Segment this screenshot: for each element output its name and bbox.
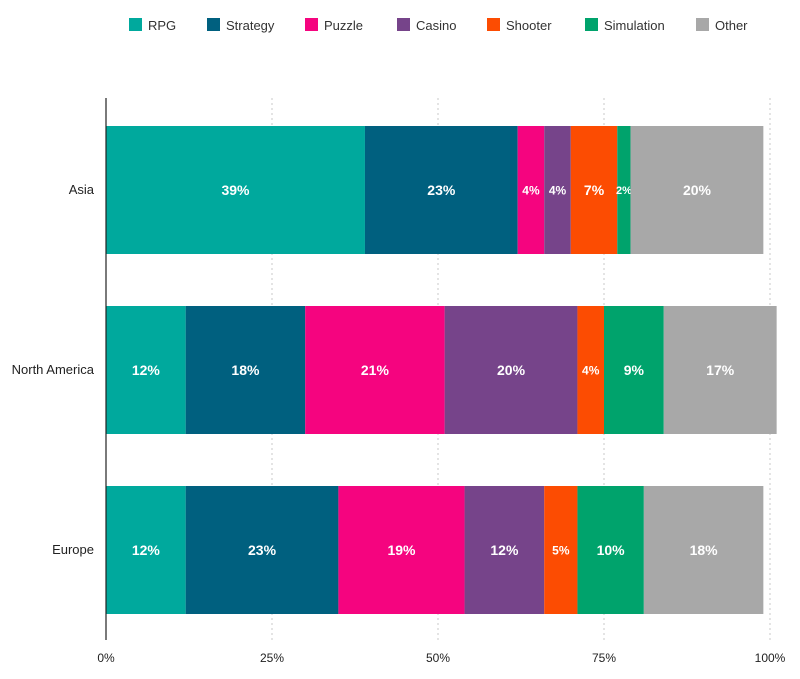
axes: 0% 25% 50% 75% 100% Asia North America Europe (12, 98, 786, 665)
x-tick-label: 50% (426, 651, 450, 665)
legend-label: Other (715, 18, 748, 33)
bar-segment-rpg (106, 486, 186, 614)
legend-swatch (585, 18, 598, 31)
bar-value-label: 21% (361, 362, 390, 378)
bar-segment-puzzle (517, 126, 545, 254)
bar-segment-rpg (106, 126, 365, 254)
bar-value-label: 7% (584, 182, 605, 198)
bar-value-label: 12% (132, 362, 161, 378)
legend-label: Simulation (604, 18, 665, 33)
bars: 39% 23% 4% 4% 7% 2% 20% 12% 18% 21% 20% 4% 9% 17% 12% 2… (106, 126, 777, 614)
bar-value-label: 2% (616, 185, 632, 197)
bar-value-label: 4% (549, 183, 567, 197)
bar-segment-shooter (570, 126, 618, 254)
bar-segment-casino (464, 486, 545, 614)
bar-value-label: 20% (683, 182, 712, 198)
bar-segment-simulation (604, 306, 664, 434)
bar-segment-simulation (617, 126, 631, 254)
legend-swatch (129, 18, 142, 31)
legend-item-strategy: Strategy (207, 18, 275, 33)
bar-segment-other (630, 126, 764, 254)
legend-item-other: Other (696, 18, 748, 33)
bar-row-europe: 12% 23% 19% 12% 5% 10% 18% (106, 486, 764, 614)
category-label: North America (12, 362, 95, 377)
legend-swatch (487, 18, 500, 31)
bar-value-label: 23% (248, 542, 277, 558)
legend-item-simulation: Simulation (585, 18, 665, 33)
bar-segment-shooter (577, 306, 604, 434)
bar-segment-other (663, 306, 777, 434)
bar-value-label: 9% (624, 362, 645, 378)
legend-item-casino: Casino (397, 18, 456, 33)
bar-segment-simulation (577, 486, 644, 614)
legend-label: Shooter (506, 18, 552, 33)
legend-label: Casino (416, 18, 456, 33)
x-tick-label: 0% (97, 651, 115, 665)
bar-value-label: 19% (387, 542, 416, 558)
bar-row-asia: 39% 23% 4% 4% 7% 2% 20% (106, 126, 764, 254)
bar-value-label: 17% (706, 362, 735, 378)
bar-segment-puzzle (338, 486, 465, 614)
bar-value-label: 4% (582, 363, 600, 377)
legend-swatch (305, 18, 318, 31)
bar-value-label: 10% (597, 542, 626, 558)
x-tick-label: 75% (592, 651, 616, 665)
bar-value-label: 39% (221, 182, 250, 198)
bar-value-label: 5% (552, 543, 570, 557)
legend-item-puzzle: Puzzle (305, 18, 363, 33)
bar-segment-shooter (544, 486, 578, 614)
bar-segment-casino (544, 126, 571, 254)
bar-segment-rpg (106, 306, 186, 434)
x-tick-label: 100% (755, 651, 786, 665)
legend-swatch (207, 18, 220, 31)
x-tick-label: 25% (260, 651, 284, 665)
legend-item-rpg: RPG (129, 18, 176, 33)
bar-segment-puzzle (305, 306, 445, 434)
bar-segment-strategy (185, 306, 306, 434)
bar-value-label: 20% (497, 362, 526, 378)
bar-value-label: 4% (522, 183, 540, 197)
legend-swatch (397, 18, 410, 31)
legend-label: Strategy (226, 18, 275, 33)
category-label: Asia (69, 182, 95, 197)
legend-item-shooter: Shooter (487, 18, 552, 33)
bar-segment-casino (444, 306, 578, 434)
bar-value-label: 12% (490, 542, 519, 558)
category-label: Europe (52, 542, 94, 557)
bar-value-label: 23% (427, 182, 456, 198)
bar-row-north-america: 12% 18% 21% 20% 4% 9% 17% (106, 306, 777, 434)
bar-value-label: 18% (690, 542, 719, 558)
bar-value-label: 12% (132, 542, 161, 558)
legend-label: RPG (148, 18, 176, 33)
bar-segment-strategy (364, 126, 518, 254)
legend-label: Puzzle (324, 18, 363, 33)
bar-segment-strategy (185, 486, 339, 614)
bar-value-label: 18% (231, 362, 260, 378)
legend: RPG Strategy Puzzle Casino Shooter Simulation… (129, 18, 748, 33)
bar-segment-other (643, 486, 764, 614)
legend-swatch (696, 18, 709, 31)
